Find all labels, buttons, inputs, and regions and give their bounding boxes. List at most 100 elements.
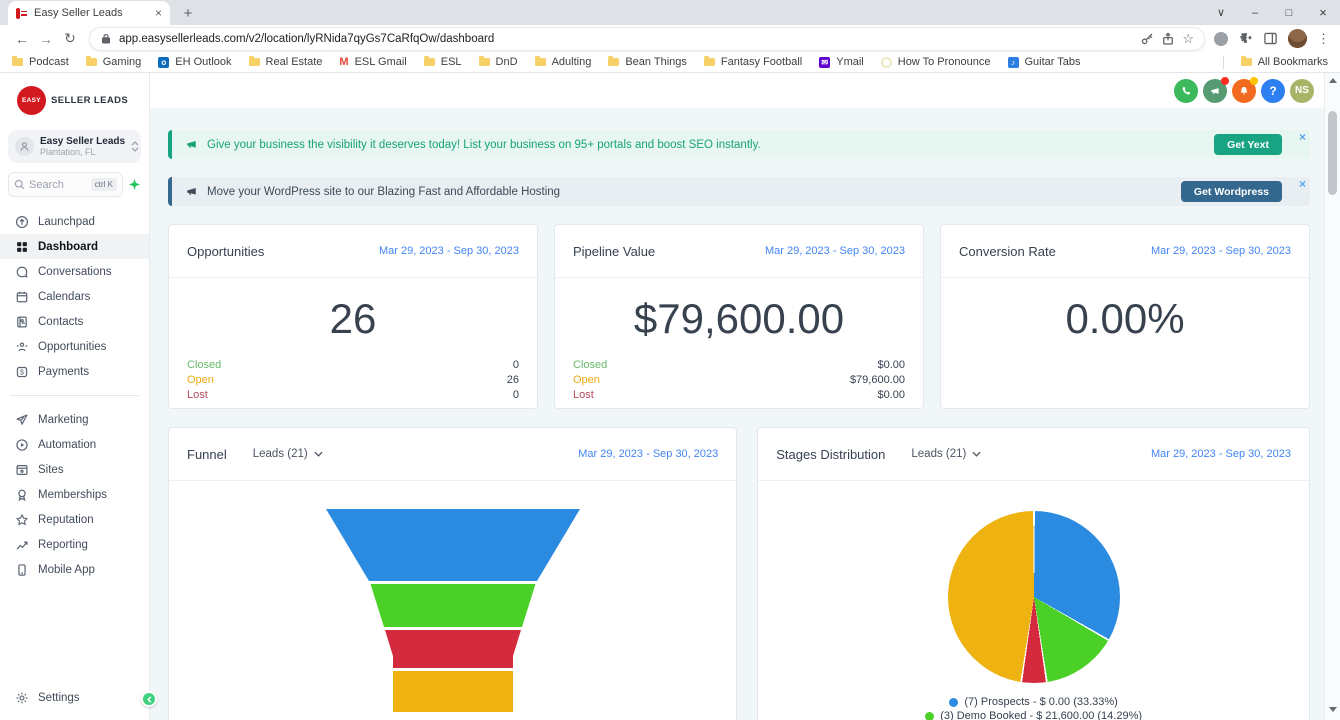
sidebar-collapse-button[interactable] xyxy=(141,691,157,707)
reputation-icon xyxy=(15,513,29,527)
pipeline-value-card: Pipeline Value Mar 29, 2023 - Sep 30, 20… xyxy=(554,224,924,409)
folder-icon xyxy=(478,56,490,66)
sidebar-item-automation[interactable]: Automation xyxy=(0,432,149,457)
sidebar-item-mobile-app[interactable]: Mobile App xyxy=(0,557,149,582)
bookmark-item[interactable]: ESL xyxy=(423,56,462,68)
bookmark-item[interactable]: o EH Outlook xyxy=(158,56,232,68)
window-minimize-button[interactable]: – xyxy=(1251,6,1259,19)
stages-filter-dropdown[interactable]: Leads (21) xyxy=(911,448,981,460)
browser-profile-avatar[interactable] xyxy=(1288,29,1307,48)
notification-dot xyxy=(1250,76,1258,85)
funnel-filter-dropdown[interactable]: Leads (21) xyxy=(253,448,323,460)
banner-close-icon[interactable]: × xyxy=(1298,177,1306,191)
browser-tab-strip: Easy Seller Leads × + ∨ – □ × xyxy=(0,0,1340,25)
extensions-puzzle-icon[interactable] xyxy=(1238,31,1253,46)
sidebar-item-dashboard[interactable]: Dashboard xyxy=(0,234,149,259)
guitar-tabs-icon: ♪ xyxy=(1007,56,1019,68)
user-avatar[interactable]: NS xyxy=(1290,78,1314,103)
stat-value: 26 xyxy=(329,295,377,342)
bookmark-item[interactable]: M ESL Gmail xyxy=(339,56,407,68)
sidebar-item-launchpad[interactable]: Launchpad xyxy=(0,209,149,234)
tab-close-icon[interactable]: × xyxy=(154,6,162,20)
sidebar-item-payments[interactable]: $ Payments xyxy=(0,359,149,384)
announcement-icon[interactable] xyxy=(1203,76,1229,103)
stat-breakdown-row: Lost $0.00 xyxy=(573,389,905,402)
notification-bell-icon[interactable] xyxy=(1232,76,1258,103)
address-bar[interactable]: app.easysellerleads.com/v2/location/lyRN… xyxy=(90,27,1204,50)
window-close-button[interactable]: × xyxy=(1319,5,1327,20)
app-header: ? NS xyxy=(150,73,1324,108)
marketing-icon xyxy=(15,413,29,427)
megaphone-icon xyxy=(185,185,198,198)
phone-icon[interactable] xyxy=(1174,78,1198,103)
opportunities-icon xyxy=(15,340,29,354)
get-yext-button[interactable]: Get Yext xyxy=(1214,134,1282,155)
sidebar-item-calendars[interactable]: Calendars xyxy=(0,284,149,309)
date-range-link[interactable]: Mar 29, 2023 - Sep 30, 2023 xyxy=(764,245,905,257)
share-icon[interactable] xyxy=(1161,31,1175,46)
browser-menu-icon[interactable]: ⋮ xyxy=(1317,30,1330,46)
get-wordpress-button[interactable]: Get Wordpress xyxy=(1180,181,1282,202)
date-range-link[interactable]: Mar 29, 2023 - Sep 30, 2023 xyxy=(378,245,519,257)
new-tab-button[interactable]: + xyxy=(183,4,193,22)
location-switcher[interactable]: Easy Seller Leads Plantation, FL xyxy=(8,130,141,163)
sidebar-menu: Launchpad Dashboard Conversations Calend… xyxy=(0,209,149,582)
folder-icon xyxy=(534,56,546,66)
banner-text: Move your WordPress site to our Blazing … xyxy=(207,185,561,198)
stages-title: Stages Distribution xyxy=(776,446,886,462)
page-scrollbar[interactable] xyxy=(1324,73,1340,720)
banner-close-icon[interactable]: × xyxy=(1298,130,1306,144)
folder-icon xyxy=(423,56,435,66)
bookmark-item[interactable]: ♪ Guitar Tabs xyxy=(1007,56,1081,68)
all-bookmarks-button[interactable]: All Bookmarks xyxy=(1240,56,1328,68)
bookmark-item[interactable]: Real Estate xyxy=(248,56,322,68)
stages-pie xyxy=(947,511,1120,683)
funnel-card: Funnel Leads (21) Mar 29, 2023 - Sep 30,… xyxy=(168,427,738,720)
help-icon[interactable]: ? xyxy=(1261,78,1285,103)
forward-button[interactable]: → xyxy=(39,30,53,47)
bookmark-item[interactable]: How To Pronounce xyxy=(880,56,991,68)
sidebar-item-memberships[interactable]: Memberships xyxy=(0,482,149,507)
account-avatar-icon xyxy=(15,137,34,156)
bookmark-item[interactable]: Bean Things xyxy=(608,56,687,68)
site-favicon xyxy=(16,7,28,19)
sidebar-item-contacts[interactable]: Contacts xyxy=(0,309,149,334)
side-panel-icon[interactable] xyxy=(1263,31,1278,46)
sidebar-item-sites[interactable]: Sites xyxy=(0,457,149,482)
account-name: Easy Seller Leads xyxy=(40,136,126,147)
sidebar-item-opportunities[interactable]: Opportunities xyxy=(0,334,149,359)
bookmark-item[interactable]: DnD xyxy=(478,56,518,68)
browser-tab[interactable]: Easy Seller Leads × xyxy=(8,1,170,25)
reporting-icon xyxy=(15,538,29,552)
legend-dot xyxy=(925,711,935,720)
sidebar-item-marketing[interactable]: Marketing xyxy=(0,407,149,432)
dashboard-icon xyxy=(15,240,29,254)
window-maximize-button[interactable]: □ xyxy=(1285,6,1293,19)
bookmark-item[interactable]: ✉ Ymail xyxy=(819,56,864,68)
sidebar-item-settings[interactable]: Settings xyxy=(0,685,149,710)
scrollbar-thumb[interactable] xyxy=(1328,111,1337,195)
folder-icon xyxy=(703,56,715,66)
scroll-down-arrow-icon[interactable] xyxy=(1329,707,1337,712)
sidebar-item-conversations[interactable]: Conversations xyxy=(0,259,149,284)
back-button[interactable]: ← xyxy=(15,30,29,47)
bookmark-item[interactable]: Fantasy Football xyxy=(703,56,802,68)
search-placeholder: Search xyxy=(29,178,64,191)
bookmark-item[interactable]: Adulting xyxy=(534,56,591,68)
chevron-down-icon xyxy=(314,451,323,457)
bookmark-star-icon[interactable]: ☆ xyxy=(1182,30,1194,46)
bookmark-item[interactable]: Podcast xyxy=(12,56,69,68)
reload-button[interactable]: ↻ xyxy=(64,30,76,46)
sidebar-item-reputation[interactable]: Reputation xyxy=(0,507,149,532)
date-range-link[interactable]: Mar 29, 2023 - Sep 30, 2023 xyxy=(1150,245,1291,257)
ai-sparkle-icon[interactable] xyxy=(128,178,141,191)
password-key-icon[interactable] xyxy=(1140,32,1154,46)
tab-search-icon[interactable]: ∨ xyxy=(1216,7,1226,19)
bookmark-item[interactable]: Gaming xyxy=(85,56,141,68)
sidebar-item-reporting[interactable]: Reporting xyxy=(0,532,149,557)
scroll-up-arrow-icon[interactable] xyxy=(1329,78,1337,83)
search-input[interactable]: Search ctrl K xyxy=(8,172,123,197)
extension-icon[interactable] xyxy=(1214,31,1228,46)
date-range-link[interactable]: Mar 29, 2023 - Sep 30, 2023 xyxy=(578,448,719,460)
date-range-link[interactable]: Mar 29, 2023 - Sep 30, 2023 xyxy=(1150,448,1291,460)
